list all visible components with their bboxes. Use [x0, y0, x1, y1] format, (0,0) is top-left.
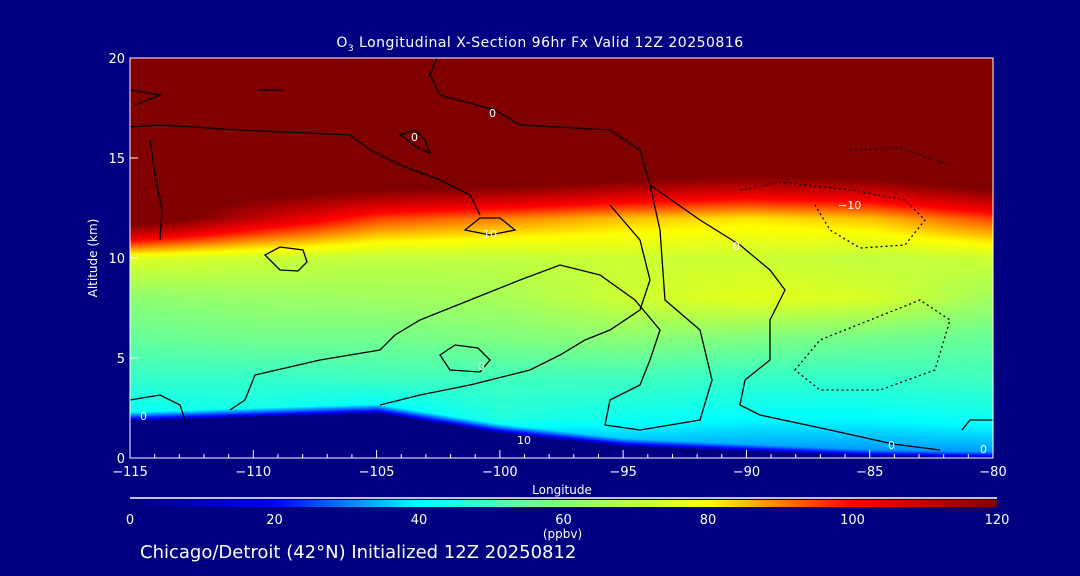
plot-area — [130, 58, 993, 462]
y-tick-label: 20 — [108, 52, 125, 67]
negative-contours — [739, 147, 951, 391]
contour-label: 10 — [517, 434, 531, 447]
colorbar-tick-label: 120 — [985, 513, 1010, 528]
contour-line — [398, 129, 432, 155]
colorbar-tick-label: 0 — [126, 513, 134, 528]
x-tick-label: −85 — [856, 465, 883, 480]
contour-line — [961, 419, 993, 431]
ozone-heatmap — [130, 58, 993, 458]
contour-label: 0 — [411, 131, 418, 144]
footer-caption: Chicago/Detroit (42°N) Initialized 12Z 2… — [140, 542, 577, 563]
y-tick-label: 10 — [108, 252, 125, 267]
colorbar-tick-label: 100 — [840, 513, 865, 528]
contour-line — [263, 246, 308, 272]
contour-line — [129, 89, 163, 106]
contour-lines — [129, 57, 993, 451]
y-tick-label: 5 — [117, 352, 125, 367]
colorbar-tick-label: 80 — [700, 513, 717, 528]
x-tick-label: −110 — [235, 465, 271, 480]
x-tick-label: −105 — [359, 465, 395, 480]
colorbar-tick-label: 20 — [266, 513, 283, 528]
contour-line-dotted — [739, 181, 926, 249]
y-axis: 0 5 10 15 20 — [108, 52, 138, 467]
colorbar-tick-label: 40 — [411, 513, 428, 528]
x-tick-label: −115 — [112, 465, 148, 480]
contour-line — [463, 217, 517, 236]
x-tick-label: −100 — [482, 465, 518, 480]
contour-label: 0 — [489, 107, 496, 120]
contour-line — [129, 394, 186, 421]
x-tick-label: −90 — [733, 465, 760, 480]
y-axis-label: Altitude (km) — [86, 219, 100, 298]
contour-line — [149, 139, 163, 241]
contour-labels: 0 0 0 0 10 −10 10 0 0 0 — [140, 107, 987, 456]
contour-label: 10 — [483, 228, 497, 241]
x-axis: −115 −110 −105 −100 −95 −90 −85 −80 — [112, 450, 1007, 480]
contour-line-dotted — [794, 299, 951, 391]
x-tick-label: −80 — [979, 465, 1006, 480]
contour-label: 0 — [888, 439, 895, 452]
x-axis-label: Longitude — [532, 483, 592, 497]
chart-title: O3 Longitudinal X-Section 96hr Fx Valid … — [336, 35, 744, 54]
colorbar-tick-label: 60 — [555, 513, 572, 528]
contour-label: 0 — [733, 240, 740, 253]
contour-label: 0 — [478, 360, 485, 373]
y-tick-label: 0 — [117, 452, 125, 467]
y-tick-label: 15 — [108, 152, 125, 167]
contour-label: 0 — [980, 443, 987, 456]
contour-line — [129, 124, 481, 216]
contour-line — [439, 344, 491, 373]
contour-label: 0 — [140, 410, 147, 423]
colorbar-units: (ppbv) — [542, 527, 583, 541]
x-tick-label: −95 — [609, 465, 636, 480]
colorbar-ticks: 0 20 40 60 80 100 120 — [126, 513, 1010, 528]
contour-label: −10 — [838, 199, 861, 212]
colorbar — [130, 500, 997, 507]
contour-line — [649, 184, 941, 451]
plot-frame — [129, 57, 994, 459]
contour-line-dotted — [849, 147, 951, 166]
contour-line — [379, 204, 651, 406]
contour-line — [229, 57, 713, 431]
